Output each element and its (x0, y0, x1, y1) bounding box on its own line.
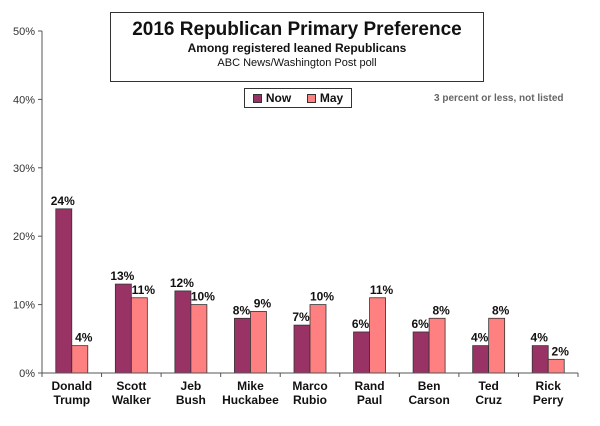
data-label: 11% (132, 283, 156, 297)
bar-now (531, 345, 549, 374)
bar-may (428, 317, 446, 374)
x-category-label: Jeb (181, 379, 202, 393)
bar-now (472, 345, 490, 374)
legend-item-now: Now (252, 91, 292, 105)
data-label: 4% (75, 331, 93, 345)
data-label: 7% (292, 310, 310, 324)
data-label: 2% (552, 344, 570, 358)
x-category-label: Walker (112, 393, 151, 407)
bar-now (293, 324, 311, 374)
x-category-label: Scott (116, 379, 146, 393)
legend: Now May (244, 88, 352, 108)
legend-swatch-now (252, 93, 262, 103)
data-label: 12% (170, 276, 194, 290)
x-category-label: Huckabee (222, 393, 279, 407)
y-tick-label: 40% (13, 94, 35, 106)
bar-may (71, 345, 89, 374)
bar-may (488, 317, 506, 374)
data-labels: 24%4%13%11% 12%10%8% 9%7%10%6%11%6%8%4%8%4… (51, 194, 569, 358)
data-label: 24% (51, 194, 75, 208)
data-label: 10% (191, 290, 215, 304)
title-box: 2016 Republican Primary Preference Among… (110, 12, 484, 82)
x-category-label: Donald (51, 379, 92, 393)
y-tick-label: 30% (13, 163, 35, 175)
y-tick-label: 20% (13, 231, 35, 243)
data-label: 10% (310, 290, 334, 304)
x-category-label: Cruz (475, 393, 502, 407)
chart-note: 3 percent or less, not listed (434, 93, 564, 104)
data-label: 9% (254, 296, 272, 310)
legend-label-now: Now (265, 91, 292, 105)
bar-now (114, 283, 132, 374)
bar-now (55, 208, 73, 374)
data-label: 4% (531, 331, 549, 345)
x-category-label: Paul (357, 393, 382, 407)
x-category-label: Bush (176, 393, 206, 407)
y-tick-label: 0% (19, 368, 35, 380)
bar-now (174, 290, 192, 374)
x-category-label: Perry (533, 393, 564, 407)
data-label: 4% (471, 331, 489, 345)
legend-item-may: May (306, 91, 344, 105)
chart-title: 2016 Republican Primary Preference (132, 19, 462, 40)
data-label: 13% (110, 269, 134, 283)
bar-may (369, 297, 386, 374)
chart-source: ABC News/Washington Post poll (217, 57, 377, 69)
x-category-label: Mike (237, 379, 264, 393)
y-tick-label: 10% (13, 300, 35, 312)
bar-may (547, 358, 565, 374)
bar-now (234, 317, 251, 374)
x-category-label: Marco (292, 379, 327, 393)
legend-swatch-may (306, 93, 316, 103)
bars (55, 208, 565, 374)
bar-may (250, 311, 267, 374)
legend-label-may: May (319, 91, 344, 105)
y-axis: 0% 10% 20% 30% 40% 50% (13, 26, 42, 380)
x-category-label: Carson (408, 393, 449, 407)
data-label: 6% (352, 317, 370, 331)
chart-subtitle: Among registered leaned Republicans (187, 41, 407, 55)
y-tick-label: 50% (13, 26, 35, 38)
x-category-label: Ted (478, 379, 498, 393)
x-category-label: Rubio (293, 393, 327, 407)
data-label: 8% (492, 303, 510, 317)
bar-may (309, 304, 327, 374)
bar-may (130, 297, 148, 374)
x-category-label: Rand (355, 379, 385, 393)
bar-now (412, 331, 430, 374)
x-category-label: Ben (418, 379, 441, 393)
bar-may (190, 304, 208, 374)
data-label: 6% (411, 317, 429, 331)
data-label: 8% (432, 303, 450, 317)
x-category-label: Trump (53, 393, 90, 407)
data-label: 11% (370, 283, 394, 297)
bar-now (353, 331, 370, 374)
x-category-label: Rick (536, 379, 562, 393)
data-label: 8% (233, 303, 251, 317)
